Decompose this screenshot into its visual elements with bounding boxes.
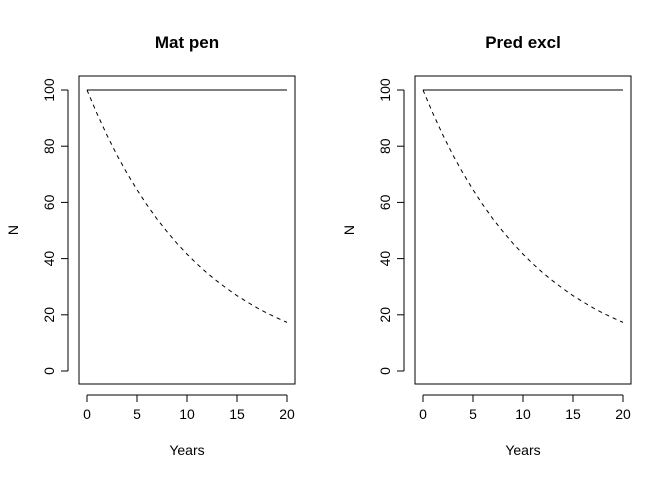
y-tick-label: 40 bbox=[377, 251, 393, 267]
y-tick-label: 20 bbox=[41, 307, 57, 323]
y-axis-title: N bbox=[341, 225, 357, 235]
x-ticks: 0 5 10 15 20 bbox=[83, 395, 295, 422]
x-tick-label: 10 bbox=[179, 406, 195, 422]
series-layer bbox=[422, 89, 624, 323]
y-axis: 0 20 40 60 80 100 N bbox=[5, 78, 69, 375]
y-tick-label: 40 bbox=[41, 251, 57, 267]
y-tick-label: 0 bbox=[41, 367, 57, 375]
y-axis: 0 20 40 60 80 100 N bbox=[341, 78, 405, 375]
x-axis: 0 5 10 15 20 Years bbox=[83, 394, 295, 458]
x-tick-label: 15 bbox=[229, 406, 245, 422]
y-tick-label: 60 bbox=[377, 194, 393, 210]
y-tick-label: 100 bbox=[41, 78, 57, 102]
y-tick-label: 0 bbox=[377, 367, 393, 375]
y-axis-title: N bbox=[5, 225, 21, 235]
x-tick-label: 5 bbox=[469, 406, 477, 422]
x-tick-label: 5 bbox=[133, 406, 141, 422]
y-ticks: 0 20 40 60 80 100 bbox=[377, 78, 404, 375]
panel-pred-excl: Pred excl 0 5 10 15 20 Years 0 20 40 60 80 100 N bbox=[341, 33, 632, 458]
x-tick-label: 10 bbox=[515, 406, 531, 422]
y-tick-label: 100 bbox=[377, 78, 393, 102]
series-line-dashed bbox=[422, 89, 624, 323]
plot-frame bbox=[78, 75, 296, 385]
x-axis-title: Years bbox=[505, 442, 540, 458]
x-axis-title: Years bbox=[169, 442, 204, 458]
x-tick-label: 15 bbox=[565, 406, 581, 422]
y-tick-label: 20 bbox=[377, 307, 393, 323]
x-axis: 0 5 10 15 20 Years bbox=[419, 394, 631, 458]
y-tick-label: 80 bbox=[41, 138, 57, 154]
x-tick-label: 20 bbox=[615, 406, 631, 422]
series-line-dashed bbox=[86, 89, 288, 323]
y-tick-label: 60 bbox=[41, 194, 57, 210]
x-tick-label: 20 bbox=[279, 406, 295, 422]
x-tick-label: 0 bbox=[83, 406, 91, 422]
x-tick-label: 0 bbox=[419, 406, 427, 422]
y-tick-label: 80 bbox=[377, 138, 393, 154]
chart-title: Mat pen bbox=[155, 33, 219, 52]
plot-frame bbox=[414, 75, 632, 385]
chart-title: Pred excl bbox=[485, 33, 561, 52]
y-ticks: 0 20 40 60 80 100 bbox=[41, 78, 68, 375]
panel-mat-pen: Mat pen 0 5 10 15 20 Years 0 20 40 60 80 100 N bbox=[5, 33, 296, 458]
series-layer bbox=[86, 89, 288, 323]
x-ticks: 0 5 10 15 20 bbox=[419, 395, 631, 422]
